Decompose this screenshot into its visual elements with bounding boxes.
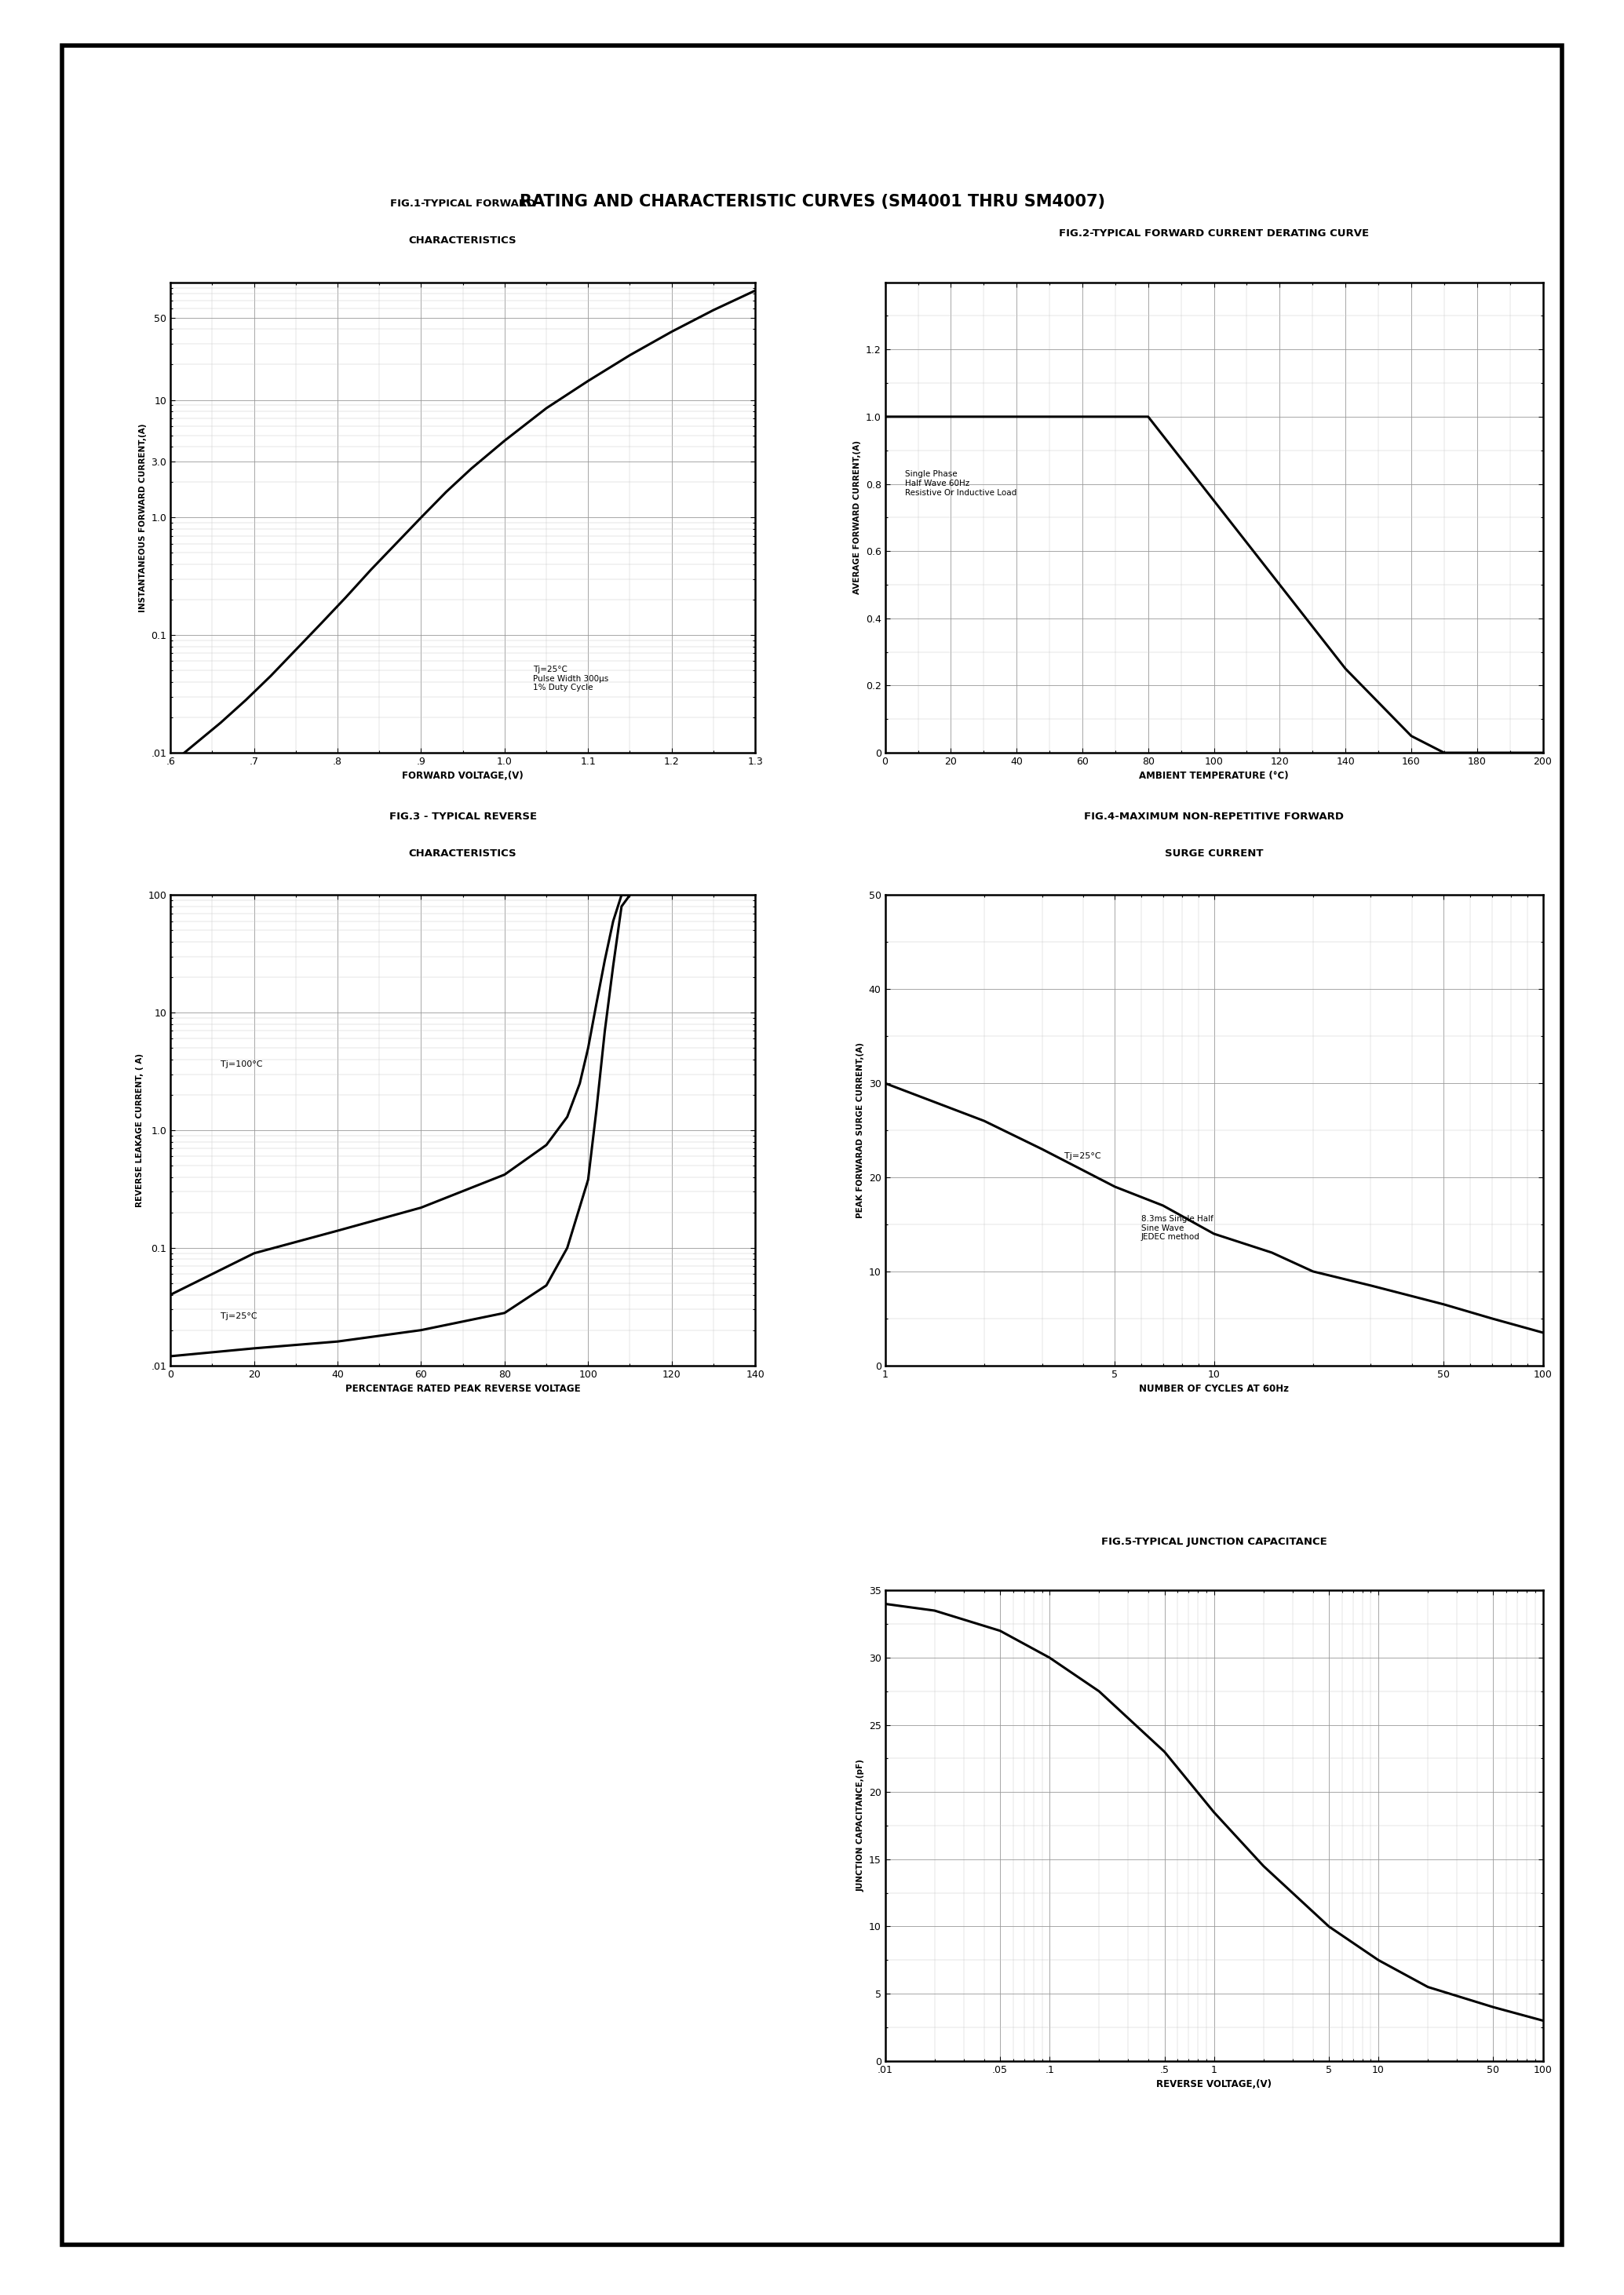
Text: Tj=25°C: Tj=25°C: [221, 1313, 257, 1320]
Text: 8.3ms Single Half
Sine Wave
JEDEC method: 8.3ms Single Half Sine Wave JEDEC method: [1142, 1214, 1213, 1242]
Y-axis label: REVERSE LEAKAGE CURRENT, ( A): REVERSE LEAKAGE CURRENT, ( A): [136, 1053, 143, 1207]
Text: FIG.5-TYPICAL JUNCTION CAPACITANCE: FIG.5-TYPICAL JUNCTION CAPACITANCE: [1101, 1538, 1327, 1547]
Text: CHARACTERISTICS: CHARACTERISTICS: [409, 236, 516, 246]
X-axis label: FORWARD VOLTAGE,(V): FORWARD VOLTAGE,(V): [403, 771, 523, 780]
X-axis label: NUMBER OF CYCLES AT 60Hz: NUMBER OF CYCLES AT 60Hz: [1138, 1384, 1289, 1393]
X-axis label: PERCENTAGE RATED PEAK REVERSE VOLTAGE: PERCENTAGE RATED PEAK REVERSE VOLTAGE: [346, 1384, 580, 1393]
Text: FIG.2-TYPICAL FORWARD CURRENT DERATING CURVE: FIG.2-TYPICAL FORWARD CURRENT DERATING C…: [1059, 230, 1369, 239]
Text: Single Phase
Half Wave 60Hz
Resistive Or Inductive Load: Single Phase Half Wave 60Hz Resistive Or…: [905, 470, 1017, 496]
Text: Tj=25°C
Pulse Width 300μs
1% Duty Cycle: Tj=25°C Pulse Width 300μs 1% Duty Cycle: [533, 666, 609, 691]
Text: RATING AND CHARACTERISTIC CURVES (SM4001 THRU SM4007): RATING AND CHARACTERISTIC CURVES (SM4001…: [520, 195, 1104, 209]
Y-axis label: PEAK FORWARAD SURGE CURRENT,(A): PEAK FORWARAD SURGE CURRENT,(A): [856, 1042, 864, 1219]
Text: FIG.1-TYPICAL FORWARD: FIG.1-TYPICAL FORWARD: [390, 200, 536, 209]
Text: FIG.3 - TYPICAL REVERSE: FIG.3 - TYPICAL REVERSE: [390, 812, 536, 822]
X-axis label: AMBIENT TEMPERATURE (°C): AMBIENT TEMPERATURE (°C): [1138, 771, 1289, 780]
Text: FIG.4-MAXIMUM NON-REPETITIVE FORWARD: FIG.4-MAXIMUM NON-REPETITIVE FORWARD: [1085, 812, 1343, 822]
Text: Tj=25°C: Tj=25°C: [1064, 1152, 1101, 1159]
Text: Tj=100°C: Tj=100°C: [221, 1060, 263, 1067]
Text: CHARACTERISTICS: CHARACTERISTICS: [409, 849, 516, 858]
Y-axis label: JUNCTION CAPACITANCE,(pF): JUNCTION CAPACITANCE,(pF): [856, 1760, 864, 1891]
Y-axis label: AVERAGE FORWARD CURRENT,(A): AVERAGE FORWARD CURRENT,(A): [853, 441, 861, 594]
X-axis label: REVERSE VOLTAGE,(V): REVERSE VOLTAGE,(V): [1156, 2079, 1272, 2088]
Text: SURGE CURRENT: SURGE CURRENT: [1164, 849, 1263, 858]
Y-axis label: INSTANTANEOUS FORWARD CURRENT,(A): INSTANTANEOUS FORWARD CURRENT,(A): [140, 422, 146, 613]
